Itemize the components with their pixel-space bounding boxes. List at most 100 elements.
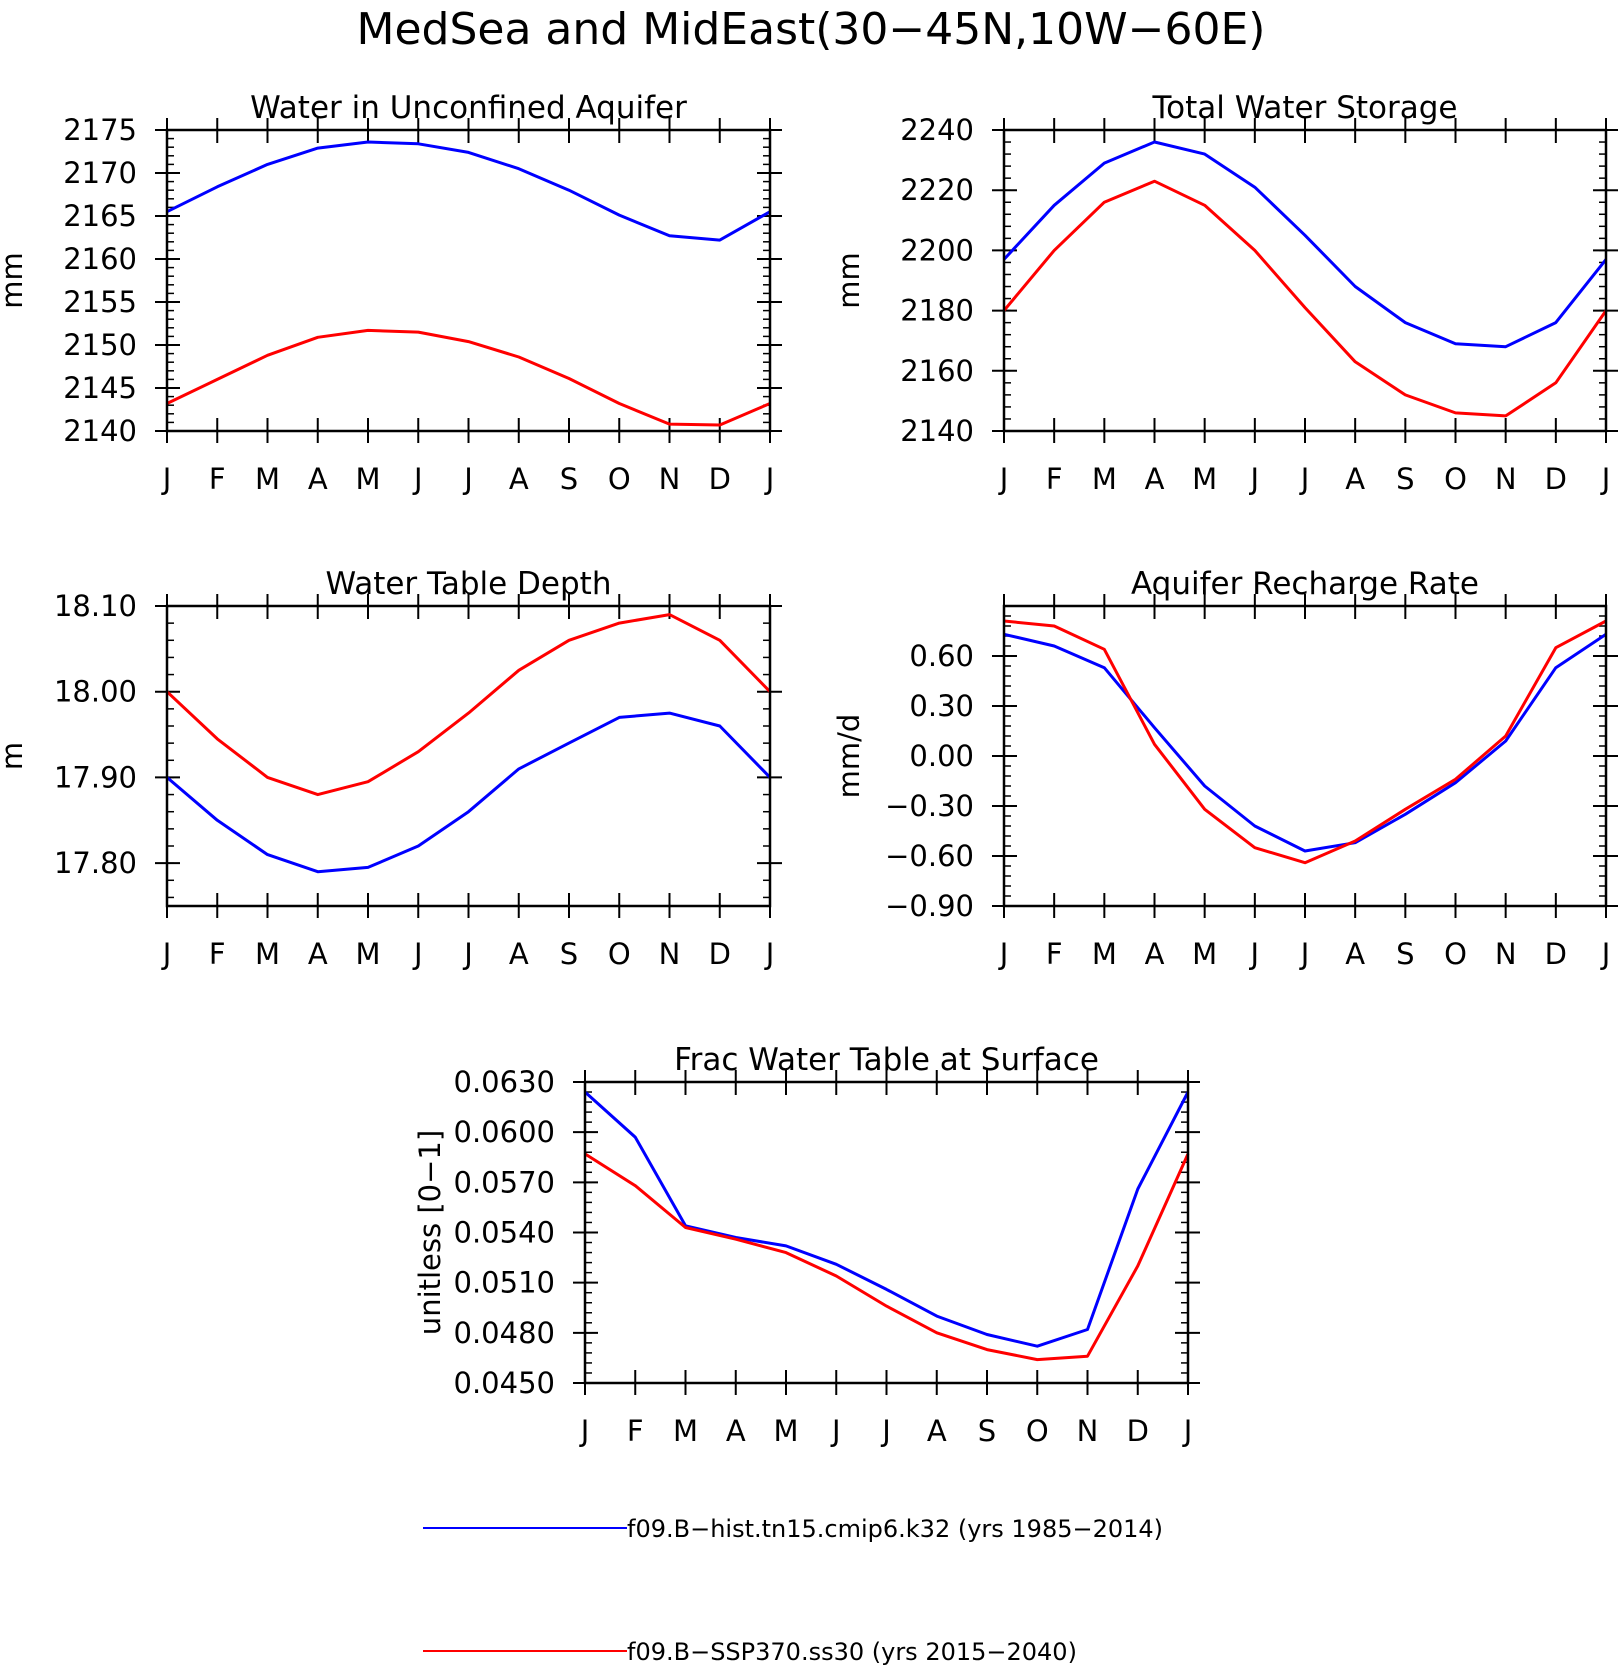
x-tick-label: J (412, 462, 423, 496)
x-tick-label: O (1026, 1414, 1049, 1448)
x-tick-label: M (1092, 937, 1117, 971)
panel-total-water-storage: Total Water Storagemm2140216021802200222… (832, 90, 1618, 496)
x-tick-label: A (726, 1414, 746, 1448)
y-tick-label: 2160 (900, 354, 974, 388)
y-tick-label: 2200 (900, 233, 974, 267)
x-tick-label: J (1299, 462, 1310, 496)
x-tick-label: J (1600, 462, 1611, 496)
x-tick-label: M (255, 937, 280, 971)
x-tick-label: N (1495, 937, 1517, 971)
x-tick-label: J (998, 937, 1009, 971)
x-tick-label: J (161, 937, 172, 971)
panel-aquifer-recharge-rate: Aquifer Recharge Ratemm/d−0.90−0.60−0.30… (832, 566, 1618, 971)
y-tick-label: −0.60 (885, 839, 974, 873)
y-tick-label: 2165 (63, 199, 137, 233)
y-tick-label: 2140 (63, 414, 137, 448)
y-tick-label: 18.10 (54, 589, 137, 623)
y-axis-label: mm/d (832, 714, 866, 799)
y-tick-label: 0.0480 (454, 1316, 555, 1350)
y-tick-label: 2155 (63, 285, 137, 319)
x-tick-label: J (462, 462, 473, 496)
series-line-ssp370 (1002, 179, 1608, 418)
x-tick-label: F (209, 462, 226, 496)
x-tick-label: M (773, 1414, 798, 1448)
y-axis-label: mm (832, 252, 866, 309)
y-tick-label: 2150 (63, 328, 137, 362)
x-tick-label: N (1077, 1414, 1099, 1448)
x-tick-label: A (509, 462, 529, 496)
series-line-hist (1003, 632, 1607, 853)
x-tick-label: A (509, 937, 529, 971)
figure-title: MedSea and MidEast(30−45N,10W−60E) (357, 4, 1266, 55)
series-line-hist (1002, 140, 1608, 349)
y-axis-label: unitless [0−1] (413, 1130, 447, 1335)
x-tick-label: M (673, 1414, 698, 1448)
y-tick-label: 0.0630 (454, 1065, 555, 1099)
x-tick-label: J (1249, 462, 1260, 496)
plot-frame (1002, 604, 1608, 908)
y-axis-label: m (0, 742, 29, 770)
y-tick-label: −0.30 (885, 789, 974, 823)
y-tick-label: 0.30 (909, 689, 974, 723)
x-tick-label: J (764, 462, 775, 496)
y-tick-label: 2170 (63, 156, 137, 190)
panel-water-table-depth: Water Table Depthm17.8017.9018.0018.10JF… (0, 566, 782, 971)
x-tick-label: A (308, 462, 328, 496)
y-tick-label: 0.0600 (454, 1115, 555, 1149)
x-tick-label: J (1600, 937, 1611, 971)
series-line-hist (166, 140, 771, 242)
x-tick-label: S (560, 937, 578, 971)
series-line-ssp370 (166, 328, 771, 427)
y-tick-label: 17.90 (54, 760, 137, 794)
y-tick-label: 0.00 (909, 739, 974, 773)
y-tick-label: 0.0570 (454, 1165, 555, 1199)
x-tick-label: A (927, 1414, 947, 1448)
y-tick-label: 2145 (63, 371, 137, 405)
plot-frame (165, 128, 772, 433)
x-tick-label: S (1396, 937, 1414, 971)
y-tick-label: 0.0450 (454, 1366, 555, 1400)
y-tick-label: 0.60 (909, 639, 974, 673)
x-tick-label: A (1145, 937, 1165, 971)
plot-frame (1002, 128, 1608, 433)
y-tick-label: 17.80 (54, 846, 137, 880)
x-tick-label: M (1092, 462, 1117, 496)
x-tick-label: O (608, 937, 631, 971)
y-tick-label: 2180 (900, 294, 974, 328)
plot-frame (165, 604, 772, 908)
y-tick-label: 0.0510 (454, 1266, 555, 1300)
x-tick-label: F (1046, 937, 1063, 971)
y-tick-label: 2220 (900, 173, 974, 207)
x-tick-label: A (1345, 462, 1365, 496)
x-tick-label: M (255, 462, 280, 496)
y-axis-label: mm (0, 252, 29, 309)
x-tick-label: J (1182, 1414, 1193, 1448)
x-tick-label: J (830, 1414, 841, 1448)
x-tick-label: M (1192, 462, 1217, 496)
legend-label-hist: f09.B−hist.tn15.cmip6.k32 (yrs 1985−2014… (627, 1515, 1163, 1543)
x-tick-label: J (161, 462, 172, 496)
x-tick-label: D (1127, 1414, 1149, 1448)
x-tick-label: F (1046, 462, 1063, 496)
x-tick-label: D (709, 462, 731, 496)
x-tick-label: F (209, 937, 226, 971)
x-tick-label: M (1192, 937, 1217, 971)
x-tick-label: S (1396, 462, 1414, 496)
x-tick-label: O (1444, 462, 1467, 496)
series-line-ssp370 (584, 1152, 1190, 1362)
x-tick-label: M (355, 937, 380, 971)
x-tick-label: D (1545, 462, 1567, 496)
y-tick-label: 2240 (900, 113, 974, 147)
x-tick-label: A (308, 937, 328, 971)
x-tick-label: S (560, 462, 578, 496)
plot-frame (583, 1080, 1190, 1385)
x-tick-label: D (1545, 937, 1567, 971)
y-tick-label: 18.00 (54, 675, 137, 709)
x-tick-label: J (1299, 937, 1310, 971)
x-tick-label: F (627, 1414, 644, 1448)
series-line-ssp370 (165, 613, 772, 797)
x-tick-label: S (978, 1414, 996, 1448)
x-tick-label: N (659, 462, 681, 496)
